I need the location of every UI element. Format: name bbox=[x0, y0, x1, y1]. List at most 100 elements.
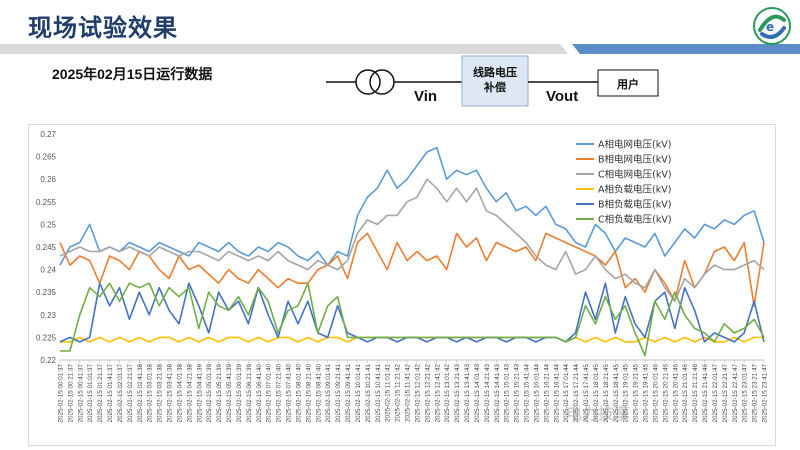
x-tick-label: 2025-02-15 18:21:45 bbox=[603, 364, 610, 423]
x-tick-label: 2025-02-15 15:21:43 bbox=[514, 364, 521, 423]
y-tick-label: 0.265 bbox=[36, 153, 57, 162]
x-tick-label: 2025-02-15 01:01:37 bbox=[87, 364, 94, 423]
y-tick-label: 0.235 bbox=[36, 288, 57, 297]
x-tick-label: 2025-02-15 13:01:42 bbox=[444, 364, 451, 423]
x-tick-label: 2025-02-15 02:21:37 bbox=[127, 364, 134, 423]
x-tick-label: 2025-02-15 03:41:38 bbox=[167, 364, 174, 423]
x-tick-label: 2025-02-15 16:01:44 bbox=[533, 364, 540, 423]
vin-label: Vin bbox=[414, 88, 438, 105]
x-tick-label: 2025-02-15 12:21:42 bbox=[424, 364, 431, 423]
series-line-3 bbox=[59, 178, 765, 302]
x-tick-label: 2025-02-15 04:01:38 bbox=[176, 364, 183, 423]
x-tick-label: 2025-02-15 14:41:43 bbox=[494, 364, 501, 423]
series-line-5 bbox=[59, 282, 765, 343]
x-tick-label: 2025-02-15 13:41:43 bbox=[464, 364, 471, 423]
svg-text:e: e bbox=[766, 20, 774, 34]
x-tick-label: 2025-02-15 16:21:44 bbox=[543, 364, 550, 423]
page-title: 现场试验效果 bbox=[28, 15, 178, 42]
x-tick-label: 2025-02-15 20:21:46 bbox=[662, 364, 669, 423]
compensation-box-line1: 线路电压 bbox=[473, 67, 517, 79]
y-tick-label: 0.26 bbox=[40, 175, 56, 184]
x-tick-label: 2025-02-15 11:01:41 bbox=[385, 364, 392, 423]
x-tick-label: 2025-02-15 10:01:41 bbox=[355, 364, 362, 423]
x-tick-label: 2025-02-15 09:41:41 bbox=[345, 364, 352, 423]
y-tick-label: 0.225 bbox=[36, 333, 57, 342]
x-tick-label: 2025-02-15 11:41:42 bbox=[405, 364, 412, 423]
x-tick-label: 2025-02-15 08:21:40 bbox=[305, 364, 312, 423]
x-tick-label: 2025-02-15 03:01:38 bbox=[147, 364, 154, 423]
x-tick-label: 2025-02-15 09:01:41 bbox=[325, 364, 332, 423]
x-tick-label: 2025-02-15 07:21:40 bbox=[276, 364, 283, 423]
legend-label-1: A相电网电压(kV) bbox=[598, 139, 671, 151]
chart-frame bbox=[28, 124, 776, 446]
x-tick-label: 2025-02-15 05:21:39 bbox=[216, 364, 223, 423]
y-tick-label: 0.245 bbox=[36, 243, 57, 252]
series-line-2 bbox=[59, 232, 765, 307]
x-tick-label: 2025-02-15 00:41:37 bbox=[77, 364, 84, 423]
voltage-line-chart: 0.22 0.225 0.23 0.235 0.24 0.245 0.25 0.255 0.26… bbox=[36, 130, 769, 423]
x-tick-label: 2025-02-15 18:01:45 bbox=[593, 364, 600, 423]
y-tick-label: 0.24 bbox=[40, 266, 56, 275]
legend-label-3: C相电网电压(kV) bbox=[598, 169, 672, 181]
legend-label-4: A相负载电压(kV) bbox=[598, 184, 671, 196]
watermark: 电力技享 bbox=[566, 406, 631, 423]
x-tick-label: 2025-02-15 06:41:40 bbox=[256, 364, 263, 423]
legend-label-6: C相负载电压(kV) bbox=[598, 214, 672, 226]
x-tick-label: 2025-02-15 03:21:38 bbox=[157, 364, 164, 423]
x-tick-label: 2025-02-15 23:01:47 bbox=[742, 364, 749, 423]
x-tick-label: 2025-02-15 02:01:37 bbox=[117, 364, 124, 423]
x-tick-label: 2025-02-15 17:01:44 bbox=[563, 364, 570, 423]
y-tick-label: 0.27 bbox=[40, 130, 56, 139]
x-tick-label: 2025-02-15 22:21:47 bbox=[722, 364, 729, 423]
x-tick-label: 2025-02-15 06:01:39 bbox=[236, 364, 243, 423]
x-tick-label: 2025-02-15 15:41:44 bbox=[524, 364, 531, 423]
vout-label: Vout bbox=[546, 88, 579, 105]
x-tick-label: 2025-02-15 23:21:47 bbox=[752, 364, 759, 423]
company-logo-icon: e bbox=[753, 7, 791, 45]
x-tick-label: 2025-02-15 07:01:40 bbox=[266, 364, 273, 423]
x-tick-label: 2025-02-15 20:01:46 bbox=[652, 364, 659, 423]
x-tick-label: 2025-02-15 08:01:40 bbox=[295, 364, 302, 423]
series-line-1 bbox=[59, 146, 765, 266]
y-tick-label: 0.22 bbox=[40, 356, 56, 365]
x-tick-label: 2025-02-15 11:21:42 bbox=[395, 364, 402, 423]
x-tick-label: 2025-02-15 12:41:42 bbox=[434, 364, 441, 423]
y-tick-label: 0.23 bbox=[40, 311, 56, 320]
x-tick-label: 2025-02-15 14:21:43 bbox=[484, 364, 491, 423]
x-tick-label: 2025-02-15 22:41:47 bbox=[732, 364, 739, 423]
x-tick-label: 2025-02-15 02:41:38 bbox=[137, 364, 144, 423]
x-tick-label: 2025-02-15 05:41:39 bbox=[226, 364, 233, 423]
x-tick-label: 2025-02-15 07:41:40 bbox=[286, 364, 293, 423]
x-tick-label: 2025-02-15 08:41:40 bbox=[315, 364, 322, 423]
x-tick-label: 2025-02-15 04:41:39 bbox=[196, 364, 203, 423]
series-line-6 bbox=[60, 282, 765, 357]
x-tick-label: 2025-02-15 05:01:39 bbox=[206, 364, 213, 423]
x-tick-label: 2025-02-15 22:01:47 bbox=[712, 364, 719, 423]
x-tick-label: 2025-02-15 21:21:46 bbox=[692, 364, 699, 423]
x-tick-label: 2025-02-15 21:41:46 bbox=[702, 364, 709, 423]
x-tick-label: 2025-02-15 01:41:37 bbox=[107, 364, 114, 423]
x-tick-label: 2025-02-15 17:21:44 bbox=[573, 364, 580, 423]
x-tick-label: 2025-02-15 15:01:43 bbox=[504, 364, 511, 423]
x-tick-label: 2025-02-15 21:01:46 bbox=[682, 364, 689, 423]
x-tick-label: 2025-02-15 06:21:39 bbox=[246, 364, 253, 423]
compensation-box-label: 线路电压 补偿 bbox=[462, 66, 528, 96]
x-tick-label: 2025-02-15 12:01:42 bbox=[414, 364, 421, 423]
y-tick-label: 0.255 bbox=[36, 198, 57, 207]
x-tick-label: 2025-02-15 16:41:44 bbox=[553, 364, 560, 423]
transformer-icon bbox=[355, 69, 395, 95]
user-box-label: 用户 bbox=[617, 79, 639, 91]
legend-label-2: B相电网电压(kV) bbox=[598, 154, 671, 166]
x-tick-label: 2025-02-15 13:21:43 bbox=[454, 364, 461, 423]
y-tick-label: 0.25 bbox=[40, 220, 56, 229]
x-tick-label: 2025-02-15 23:41:47 bbox=[762, 364, 769, 423]
x-tick-label: 2025-02-15 19:21:45 bbox=[633, 364, 640, 423]
x-tick-label: 2025-02-15 10:41:41 bbox=[375, 364, 382, 423]
x-tick-label: 2025-02-15 17:41:45 bbox=[583, 364, 590, 423]
x-tick-label: 2025-02-15 18:41:45 bbox=[613, 364, 620, 423]
x-tick-label: 2025-02-15 20:41:46 bbox=[672, 364, 679, 423]
compensation-box-line2: 补偿 bbox=[484, 82, 506, 94]
x-tick-label: 2025-02-15 04:21:38 bbox=[186, 364, 193, 423]
x-tick-label: 2025-02-15 19:41:45 bbox=[643, 364, 650, 423]
x-tick-label: 2025-02-15 00:01:37 bbox=[58, 364, 65, 423]
